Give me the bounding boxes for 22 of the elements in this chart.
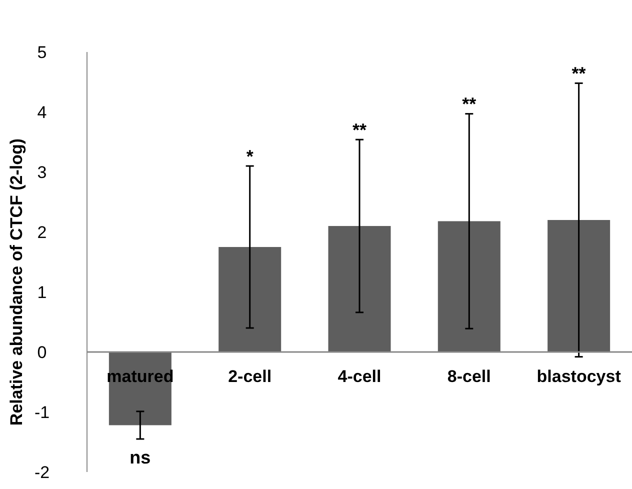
- y-tick-label: -1: [34, 402, 50, 422]
- annotation: ns: [130, 447, 151, 468]
- annotation: **: [572, 64, 586, 84]
- y-tick-label: 1: [37, 282, 47, 302]
- y-tick-label: 0: [37, 342, 47, 362]
- x-tick-label: blastocyst: [536, 367, 622, 386]
- y-tick-label: 2: [37, 222, 47, 242]
- y-tick-label: 3: [37, 162, 47, 182]
- bar: [218, 247, 282, 352]
- annotation: **: [462, 94, 476, 114]
- bar: [328, 226, 391, 352]
- bar: [548, 220, 610, 352]
- y-tick-label: -2: [34, 462, 50, 482]
- annotation: *: [246, 146, 254, 166]
- y-tick-label: 5: [37, 42, 47, 62]
- y-tick-label: 4: [37, 102, 47, 122]
- y-axis-title: Relative abundance of CTCF (2-log): [7, 138, 26, 426]
- x-tick-label: 4-cell: [338, 367, 382, 386]
- x-tick-label: 8-cell: [447, 367, 491, 386]
- x-tick-label: 2-cell: [228, 367, 272, 386]
- annotation: **: [352, 120, 367, 140]
- bar: [438, 221, 500, 352]
